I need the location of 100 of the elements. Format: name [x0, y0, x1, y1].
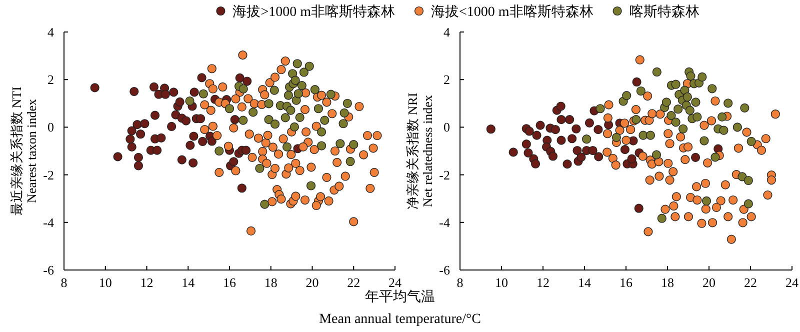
point — [292, 59, 302, 68]
x-tick-label: 18 — [264, 275, 278, 290]
y-tick-label: -2 — [43, 167, 54, 182]
y-tick-label: 4 — [48, 24, 54, 40]
point — [290, 76, 300, 85]
point — [304, 62, 314, 71]
point — [568, 134, 577, 144]
x-tick-label: 14 — [578, 275, 592, 290]
point — [724, 98, 733, 108]
point — [156, 133, 166, 142]
point — [264, 99, 274, 108]
point — [671, 80, 680, 89]
point — [175, 97, 184, 107]
point — [242, 76, 252, 86]
point — [572, 124, 581, 134]
point — [196, 114, 206, 124]
point — [678, 124, 688, 134]
point — [286, 106, 296, 115]
point — [556, 102, 566, 111]
point — [297, 81, 306, 90]
point — [666, 110, 676, 120]
y-tick-label: 2 — [444, 72, 450, 88]
point — [177, 155, 186, 164]
point — [646, 130, 656, 140]
point — [127, 142, 136, 152]
point — [167, 122, 176, 132]
point — [338, 119, 348, 128]
point — [270, 120, 280, 129]
point — [127, 126, 136, 136]
point — [612, 132, 622, 142]
point — [198, 89, 208, 98]
y-tick-label: -6 — [439, 262, 450, 278]
point — [136, 130, 146, 139]
point — [671, 118, 680, 127]
point — [708, 84, 717, 94]
point — [242, 146, 251, 155]
point — [718, 112, 727, 122]
point — [160, 90, 170, 99]
legend-label: 喀斯特森林 — [629, 4, 700, 20]
x-tick-label: 18 — [661, 275, 674, 290]
y-axis-title: 净亲缘关系指数 NRI Net relatedness index — [405, 92, 435, 210]
x-tick-label: 10 — [495, 275, 508, 290]
point — [90, 83, 100, 92]
point — [260, 200, 270, 209]
point — [744, 199, 753, 208]
point — [290, 122, 300, 132]
y-tick-label: -2 — [439, 167, 450, 182]
point — [524, 126, 534, 136]
point — [596, 104, 605, 114]
x-axis-title: 年平均气温 Mean annual temperature/°C — [319, 289, 481, 327]
point — [674, 104, 683, 114]
point — [185, 96, 194, 106]
point — [627, 154, 636, 164]
point — [486, 124, 496, 134]
point — [702, 196, 712, 206]
point — [198, 136, 208, 146]
y-axis-title: 最近亲缘关系指数 NTI Nearest taxon index — [9, 86, 39, 216]
point — [237, 184, 246, 193]
point — [169, 88, 178, 97]
x-tick-label: 20 — [702, 275, 716, 290]
point — [508, 148, 518, 157]
point — [572, 146, 582, 156]
x-tick-label: 14 — [182, 275, 196, 290]
point — [349, 140, 358, 150]
point — [700, 136, 709, 146]
point — [134, 161, 144, 170]
y-tick-label: -4 — [439, 214, 450, 230]
legend-label: 海拔>1000 m非喀斯特森林 — [232, 4, 395, 20]
point — [636, 86, 646, 96]
y-tick-label: 2 — [48, 72, 54, 88]
point — [657, 214, 666, 223]
point — [230, 115, 240, 124]
point — [207, 136, 216, 146]
point — [235, 73, 244, 82]
point — [524, 148, 533, 158]
point — [588, 146, 598, 156]
point — [326, 90, 336, 99]
point — [149, 82, 159, 92]
point — [576, 152, 586, 162]
y-tick-label: -6 — [43, 262, 54, 278]
point — [130, 86, 139, 96]
point — [550, 125, 560, 134]
x-tick-label: 22 — [744, 275, 757, 290]
point — [140, 119, 150, 128]
point — [346, 156, 355, 166]
y-tick-label: 4 — [444, 24, 450, 40]
point — [229, 157, 238, 166]
point — [320, 116, 330, 125]
point — [652, 150, 662, 160]
point — [113, 152, 122, 162]
point — [732, 122, 742, 132]
x-tick-label: 12 — [536, 275, 550, 290]
point — [686, 71, 696, 81]
x-tick-label: 22 — [347, 275, 360, 290]
point — [189, 132, 198, 141]
point — [182, 116, 191, 126]
point — [306, 181, 316, 190]
point — [150, 110, 160, 120]
point — [197, 73, 206, 82]
point — [632, 77, 642, 87]
